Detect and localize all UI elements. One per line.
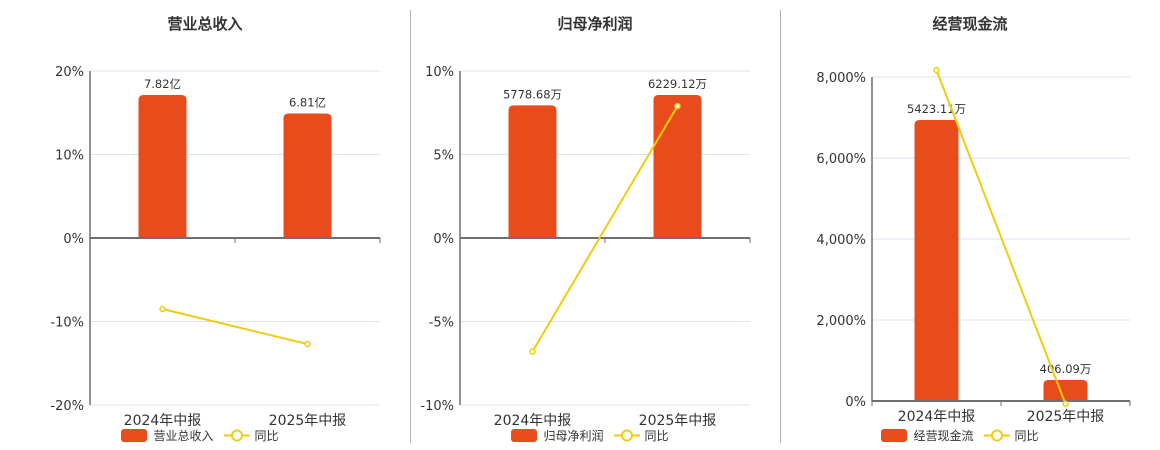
chart-title: 营业总收入 <box>167 15 243 33</box>
chart-legend: 营业总收入 同比 <box>20 427 390 444</box>
yoy-line <box>531 105 679 353</box>
yoy-point <box>1062 400 1069 408</box>
bar-legend-label[interactable]: 营业总收入 <box>153 429 214 443</box>
line-legend-icon[interactable] <box>983 429 1010 442</box>
y-tick-label: -10% <box>420 399 454 414</box>
bar <box>283 113 332 238</box>
panel-divider <box>410 10 411 443</box>
bar-legend-label[interactable]: 归母净利润 <box>543 429 604 443</box>
bar-value-label: 5778.68万 <box>503 87 562 101</box>
chart-plot: 10% 5% 0% -5% -10% 5778.68万 6229.12万 2024年中报 202… <box>420 65 751 429</box>
y-tick-label: 8,000% <box>816 71 866 86</box>
y-tick-label: -20% <box>50 399 84 414</box>
bar-value-label: 7.82亿 <box>144 77 181 91</box>
bar <box>914 120 959 401</box>
line-legend-icon[interactable] <box>223 429 250 442</box>
yoy-point <box>933 66 940 74</box>
y-tick-label: 4,000% <box>816 233 866 248</box>
bar-legend-swatch[interactable] <box>511 429 538 442</box>
x-category-label: 2025年中报 <box>269 413 347 429</box>
y-tick-label: 0% <box>63 232 84 247</box>
yoy-point <box>529 348 536 355</box>
x-category-label: 2024年中报 <box>898 409 976 425</box>
chart-title: 经营现金流 <box>932 15 1008 33</box>
yoy-point <box>674 102 681 110</box>
chart-plot: 20% 10% 0% -10% -20% 7.82亿 6.81亿 2024年中报 2025年中报 <box>50 65 381 429</box>
bar-value-label: 6229.12万 <box>648 77 707 91</box>
y-tick-label: 10% <box>55 149 84 164</box>
y-tick-label: 6,000% <box>816 152 866 167</box>
bar <box>138 95 187 238</box>
y-tick-label: 10% <box>425 65 454 80</box>
panel-divider <box>780 10 781 443</box>
bar <box>508 105 557 239</box>
x-category-label: 2024年中报 <box>494 413 572 429</box>
line-legend-label[interactable]: 同比 <box>1014 429 1039 443</box>
bar-legend-swatch[interactable] <box>121 429 148 442</box>
line-legend-label[interactable]: 同比 <box>644 429 669 443</box>
x-category-label: 2025年中报 <box>1027 409 1105 425</box>
x-category-label: 2025年中报 <box>639 413 717 429</box>
y-tick-label: 0% <box>433 232 454 247</box>
y-tick-label: -5% <box>429 316 454 331</box>
chart-title: 归母净利润 <box>557 15 633 33</box>
yoy-line <box>162 308 308 346</box>
chart-legend: 归母净利润 同比 <box>410 427 780 444</box>
y-tick-label: 5% <box>433 149 454 164</box>
bar-legend-label[interactable]: 经营现金流 <box>913 429 974 443</box>
y-tick-label: 0% <box>845 395 866 410</box>
line-legend-label[interactable]: 同比 <box>254 429 279 443</box>
bar-value-label: 406.09万 <box>1040 362 1092 376</box>
line-legend-icon[interactable] <box>613 429 640 442</box>
bar-value-label: 6.81亿 <box>289 95 326 109</box>
yoy-line <box>935 69 1067 405</box>
yoy-point <box>159 305 166 313</box>
bar-legend-swatch[interactable] <box>881 429 908 442</box>
bar <box>653 95 702 238</box>
y-tick-label: 2,000% <box>816 314 866 329</box>
y-tick-label: -10% <box>50 316 84 331</box>
x-category-label: 2024年中报 <box>124 413 202 429</box>
chart-legend: 经营现金流 同比 <box>780 427 1150 444</box>
chart-panel-revenue: 营业总收入 20% 10% 0% -10% -20% 7.82亿 6.81亿 2024年中报 2… <box>0 0 410 450</box>
bar-value-label: 5423.11万 <box>907 102 966 116</box>
chart-panel-net-profit: 归母净利润 10% 5% 0% -5% -10% 5778.68万 6229.12万 2024… <box>410 15 780 444</box>
y-tick-label: 20% <box>55 65 84 80</box>
bar <box>1043 379 1088 401</box>
yoy-point <box>304 340 311 348</box>
